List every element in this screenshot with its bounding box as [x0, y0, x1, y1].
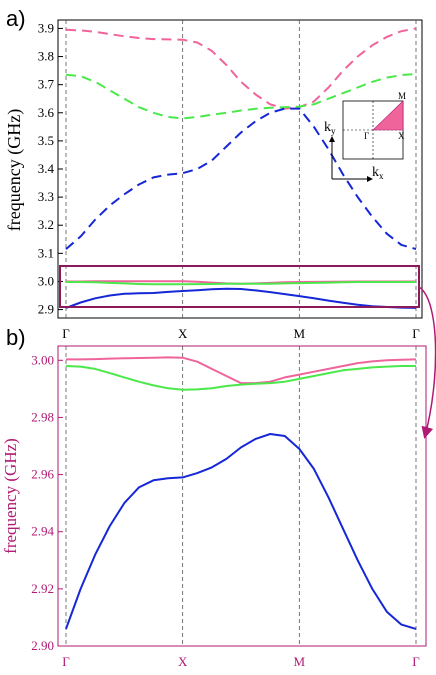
bz-label-X: X	[398, 131, 405, 141]
ytick-label-3: 2.96	[31, 467, 54, 482]
ytick-label-5: 3.00	[31, 352, 54, 367]
panel-b-label: b)	[6, 325, 26, 350]
ytick-label-3: 3.2	[38, 217, 54, 232]
panel-a-label: a)	[6, 6, 26, 31]
panel-b-ylabel: frequency (GHz)	[1, 438, 20, 554]
ytick-label-6: 3.5	[38, 133, 54, 148]
ytick-label-10: 3.9	[38, 20, 54, 35]
ytick-label-8: 3.7	[38, 77, 55, 92]
kx-label: kx	[372, 165, 384, 181]
series-green-4	[66, 281, 416, 286]
xtick-label-1: X	[178, 326, 188, 341]
ky-label: ky	[324, 120, 336, 136]
ytick-label-2: 2.94	[31, 524, 54, 539]
series-green-1	[65, 73, 417, 120]
bz-label-Gamma: Γ	[364, 131, 369, 141]
xtick-label-0: Γ	[62, 654, 70, 669]
panel-a-ylabel: frequency (GHz)	[4, 109, 25, 231]
series-pink-0	[65, 27, 417, 110]
ytick-label-1: 3.0	[38, 273, 54, 288]
panel-a-chart: 2.9 3.0 3.1 3.2 3.3 3.4 3.5 3.6 3.7 3.8 3.9 Γ X M Γ f…	[4, 19, 423, 341]
xtick-label-3: Γ	[412, 326, 420, 341]
irreducible-zone	[372, 100, 404, 131]
zoom-connector-arrow	[418, 286, 436, 439]
series-pink-0	[66, 356, 417, 385]
panel-b-frame	[57, 345, 427, 647]
panel-b-chart: 2.90 2.92 2.94 2.96 2.98 3.00 Γ X M Γ frequency …	[1, 345, 427, 669]
ytick-label-1: 2.92	[31, 581, 54, 596]
zoom-highlight-box	[59, 265, 420, 308]
series-blue-5	[65, 287, 417, 309]
xtick-label-2: M	[294, 654, 306, 669]
xtick-label-3: Γ	[412, 654, 420, 669]
panel-a-frame	[57, 19, 423, 319]
series-blue-2	[65, 433, 417, 630]
ytick-label-2: 3.1	[38, 245, 54, 260]
ytick-label-5: 3.4	[38, 161, 55, 176]
ytick-label-9: 3.8	[38, 49, 54, 64]
xtick-label-2: M	[294, 326, 306, 341]
ytick-label-0: 2.9	[38, 302, 54, 317]
series-blue-2	[65, 107, 417, 251]
ytick-label-4: 3.3	[38, 189, 54, 204]
series-green-1	[65, 365, 416, 391]
ytick-label-4: 2.98	[31, 409, 54, 424]
bz-label-M: M	[398, 91, 406, 101]
xtick-label-1: X	[178, 654, 188, 669]
xtick-label-0: Γ	[62, 326, 70, 341]
ytick-label-7: 3.6	[38, 105, 55, 120]
ytick-label-0: 2.90	[31, 638, 54, 653]
brillouin-zone-inset: ky kx M X Γ	[324, 91, 406, 182]
